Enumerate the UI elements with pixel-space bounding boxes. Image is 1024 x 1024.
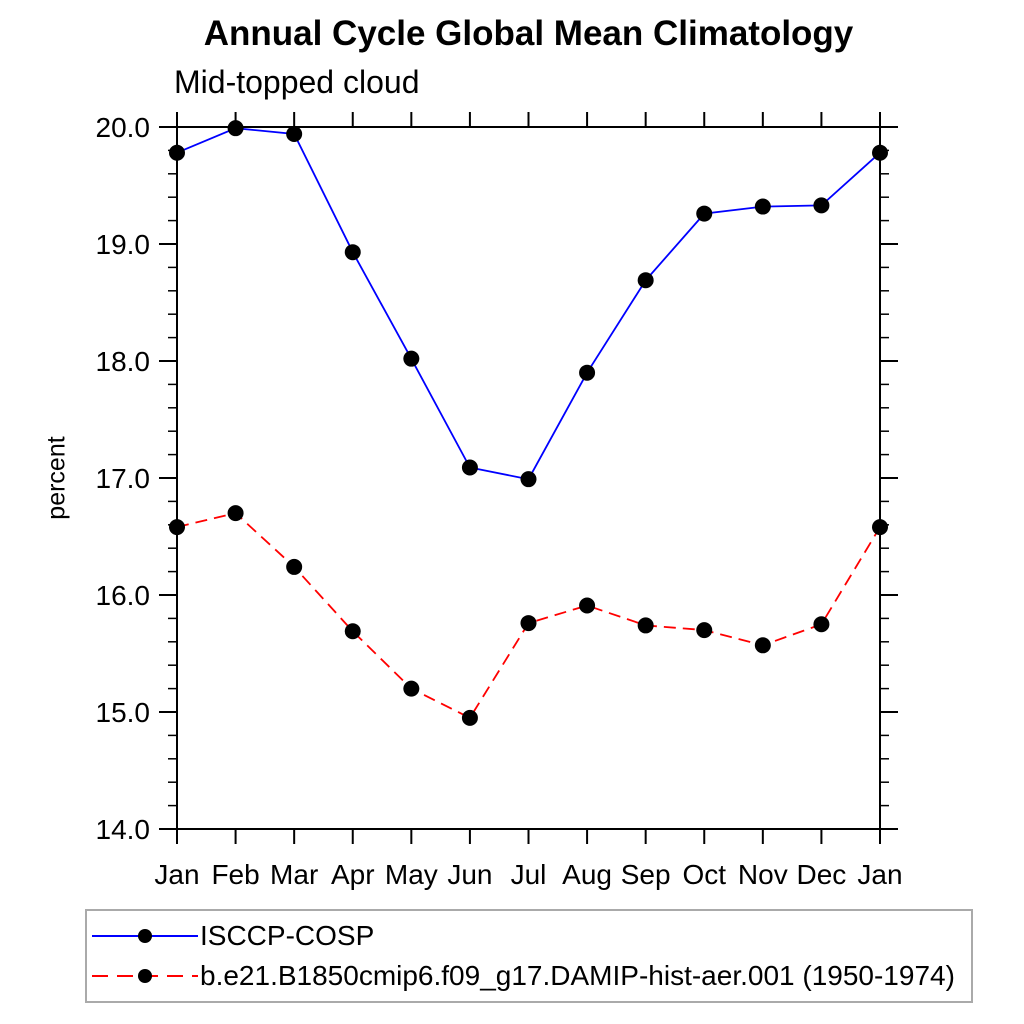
data-point-marker — [286, 126, 303, 143]
x-tick-label: Mar — [270, 859, 318, 890]
legend-label: ISCCP-COSP — [200, 920, 375, 951]
x-tick-label: Jun — [447, 859, 492, 890]
legend-box: ISCCP-COSP b.e21.B1850cmip6.f09_g17.DAMIP… — [85, 909, 973, 1003]
data-point-marker — [520, 615, 537, 632]
y-tick-label: 15.0 — [96, 697, 151, 728]
data-point-marker — [637, 617, 654, 634]
y-tick-label: 20.0 — [96, 112, 151, 143]
data-point-marker — [637, 272, 654, 289]
y-tick-label: 14.0 — [96, 814, 151, 845]
data-point-marker — [696, 205, 713, 222]
data-point-marker — [169, 144, 185, 161]
x-tick-label: Apr — [331, 859, 375, 890]
legend-marker-icon — [138, 929, 152, 943]
x-tick-label: Nov — [738, 859, 788, 890]
y-tick-label: 16.0 — [96, 580, 151, 611]
chart-subtitle: Mid-topped cloud — [174, 64, 420, 100]
x-tick-label: Dec — [797, 859, 847, 890]
y-tick-label: 18.0 — [96, 346, 151, 377]
data-point-marker — [169, 519, 185, 536]
data-point-marker — [461, 459, 478, 476]
data-point-marker — [872, 519, 888, 536]
legend-item-1: b.e21.B1850cmip6.f09_g17.DAMIP-hist-aer.… — [87, 956, 971, 996]
legend-line-sample — [92, 969, 198, 983]
y-tick-label: 17.0 — [96, 463, 151, 494]
x-tick-label: Sep — [621, 859, 671, 890]
data-point-marker — [403, 680, 420, 697]
data-point-marker — [344, 244, 361, 261]
legend-label: b.e21.B1850cmip6.f09_g17.DAMIP-hist-aer.… — [200, 960, 955, 991]
legend-item-0: ISCCP-COSP — [87, 916, 971, 956]
data-point-marker — [872, 144, 888, 161]
data-point-marker — [227, 120, 244, 137]
legend-line-sample — [92, 929, 198, 943]
data-point-marker — [579, 597, 596, 614]
x-tick-label: May — [385, 859, 438, 890]
data-point-marker — [696, 622, 713, 639]
data-point-marker — [461, 709, 478, 726]
x-tick-label: Jan — [154, 859, 199, 890]
x-tick-label: Oct — [682, 859, 726, 890]
x-tick-label: Feb — [211, 859, 259, 890]
series-line-0 — [176, 127, 881, 481]
data-point-marker — [286, 558, 303, 575]
legend-marker-icon — [138, 969, 152, 983]
data-point-marker — [403, 350, 420, 367]
y-tick-label: 19.0 — [96, 229, 151, 260]
data-point-marker — [579, 364, 596, 381]
data-point-marker — [813, 616, 830, 633]
data-point-marker — [813, 197, 830, 214]
chart-title: Annual Cycle Global Mean Climatology — [203, 14, 854, 53]
data-point-marker — [344, 623, 361, 640]
data-point-marker — [227, 505, 244, 522]
data-point-marker — [520, 471, 537, 488]
data-point-marker — [754, 637, 771, 654]
x-tick-label: Jul — [511, 859, 547, 890]
data-point-marker — [754, 198, 771, 215]
x-tick-label: Jan — [857, 859, 902, 890]
x-tick-label: Aug — [562, 859, 612, 890]
